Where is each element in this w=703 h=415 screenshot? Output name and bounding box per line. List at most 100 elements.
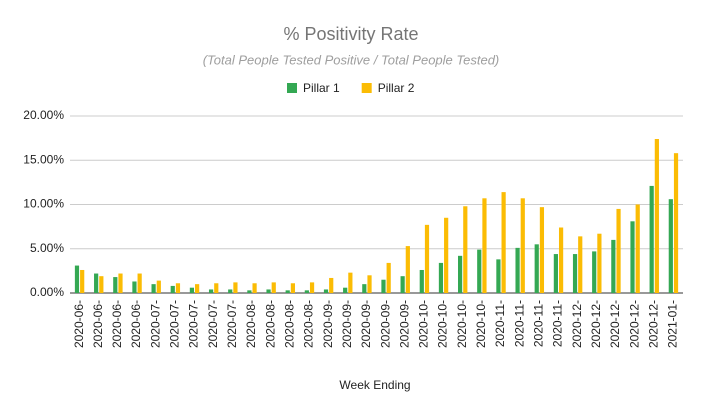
bar: [118, 273, 123, 293]
bar: [233, 282, 238, 293]
bar: [94, 273, 99, 293]
x-tick-label: 2020-11-: [551, 300, 565, 347]
x-tick-label: 2020-09-: [321, 300, 335, 348]
bar: [80, 269, 85, 293]
chart-subtitle: (Total People Tested Positive / Total Pe…: [203, 52, 500, 67]
x-tick-label: 2020-12-: [627, 300, 641, 348]
x-tick-label: 2020-09-: [359, 300, 373, 348]
bar: [616, 208, 621, 293]
chart-title: % Positivity Rate: [283, 24, 418, 44]
bar: [175, 283, 181, 293]
x-tick-label: 2020-11-: [493, 300, 507, 347]
bar: [304, 290, 309, 293]
bar: [151, 284, 156, 293]
bar: [597, 233, 602, 293]
x-tick-label: 2020-12-: [570, 300, 584, 348]
x-tick-label: 2020-09-: [397, 300, 411, 348]
x-axis-title: Week Ending: [339, 378, 410, 392]
bar: [189, 287, 195, 293]
x-tick-label: 2020-07-: [187, 300, 201, 348]
x-tick-label: 2020-06-: [110, 300, 124, 348]
bar: [649, 185, 654, 293]
bar: [553, 254, 558, 293]
bar: [266, 289, 271, 293]
y-tick-label: 10.00%: [23, 197, 64, 211]
bar: [228, 289, 233, 293]
x-tick-label: 2020-09-: [340, 300, 354, 348]
bar: [635, 204, 640, 293]
x-tick-label: 2020-08-: [263, 300, 277, 348]
bar: [137, 273, 142, 293]
bar: [285, 290, 290, 293]
y-tick-label: 5.00%: [30, 241, 64, 255]
bar: [501, 192, 506, 293]
x-tick-label: 2020-06-: [129, 300, 143, 348]
x-tick-label: 2020-07-: [168, 300, 182, 348]
x-tick-label: 2020-08-: [282, 300, 296, 348]
bar: [323, 289, 329, 293]
bar: [329, 277, 334, 293]
bar: [247, 290, 252, 293]
legend-label: Pillar 1: [303, 81, 340, 95]
legend-swatch: [287, 83, 297, 93]
x-tick-label: 2020-10-: [436, 300, 450, 348]
bar: [362, 284, 367, 293]
bar: [654, 139, 659, 293]
bar: [477, 249, 482, 293]
bar: [132, 281, 137, 293]
bar: [515, 247, 520, 293]
x-tick-label: 2020-07-: [148, 300, 162, 348]
x-tick-label: 2020-08-: [302, 300, 316, 348]
x-tick-label: 2020-08-: [244, 300, 258, 348]
x-tick-label: 2021-01-: [666, 300, 680, 348]
x-tick-label: 2020-10-: [455, 300, 469, 348]
y-tick-label: 15.00%: [23, 152, 64, 166]
x-tick-label: 2020-10-: [474, 300, 488, 348]
bar: [539, 207, 545, 293]
y-tick-label: 20.00%: [23, 108, 64, 122]
bar: [458, 255, 463, 293]
bar: [572, 254, 578, 293]
legend-swatch: [361, 83, 372, 93]
bar: [367, 275, 372, 293]
bar: [520, 198, 525, 293]
bar: [558, 227, 564, 293]
bar: [214, 283, 219, 293]
x-tick-label: 2020-07-: [206, 300, 220, 348]
bar: [348, 272, 353, 293]
x-tick-label: 2020-12-: [589, 300, 603, 348]
bar: [386, 262, 391, 293]
bar: [578, 236, 583, 293]
bar: [400, 276, 405, 293]
x-tick-label: 2020-06-: [91, 300, 105, 348]
bar: [208, 289, 214, 293]
bar: [381, 279, 386, 293]
bar: [195, 284, 200, 293]
bar: [534, 244, 539, 293]
x-tick-label: 2020-09-: [378, 300, 392, 348]
bar: [99, 276, 104, 293]
bar: [252, 283, 257, 293]
x-tick-label: 2020-11-: [532, 300, 546, 347]
x-tick-label: 2020-12-: [646, 300, 660, 348]
bar: [343, 287, 348, 293]
bar: [424, 224, 430, 293]
bar: [113, 277, 118, 293]
bar: [592, 251, 597, 293]
legend-label: Pillar 2: [378, 81, 415, 95]
bar: [170, 285, 175, 293]
bar: [611, 239, 616, 293]
bar: [673, 153, 679, 293]
bar: [156, 280, 161, 293]
x-tick-label: 2020-12-: [608, 300, 622, 348]
x-tick-label: 2020-06-: [72, 300, 86, 348]
bar: [419, 269, 424, 293]
bar: [290, 283, 295, 293]
bar: [482, 198, 487, 293]
bar: [630, 221, 635, 293]
x-tick-label: 2020-07-: [225, 300, 239, 348]
y-tick-label: 0.00%: [30, 285, 64, 299]
